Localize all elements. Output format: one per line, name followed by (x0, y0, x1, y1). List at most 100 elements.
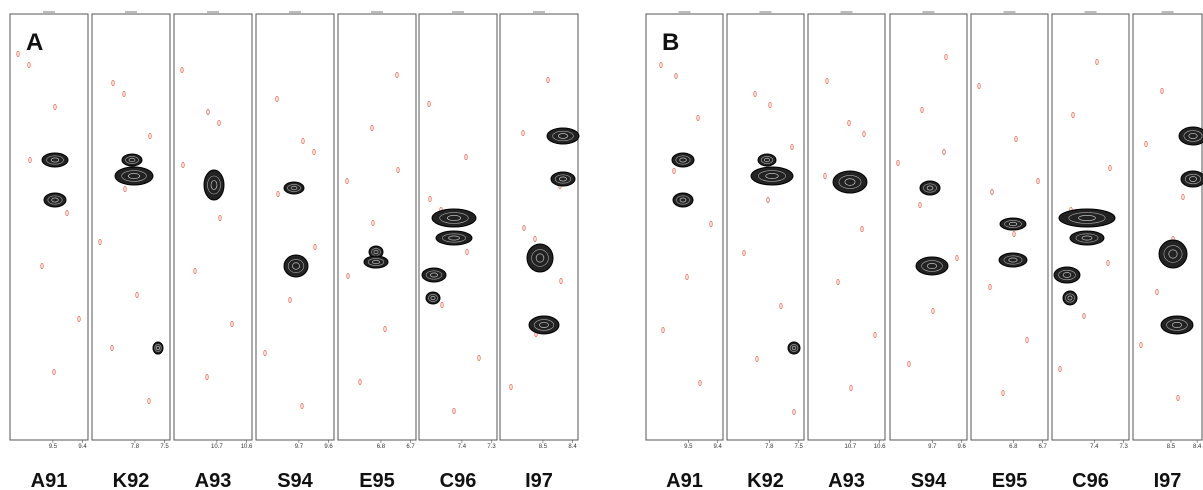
noise-dot (427, 101, 431, 107)
noise-dot (312, 149, 316, 155)
tick-label: 7.3 (1119, 444, 1128, 450)
peak (283, 181, 305, 195)
peak (757, 153, 777, 167)
peak-contour (1168, 249, 1178, 259)
peak-contour (926, 185, 934, 191)
noise-dot (1144, 141, 1148, 147)
tick-label: 7.5 (794, 444, 803, 450)
peak-contour (287, 184, 301, 192)
peak-contour (1081, 235, 1093, 241)
noise-dot (452, 408, 456, 414)
peak-contour (679, 157, 687, 163)
peak (425, 291, 441, 305)
noise-dot (65, 210, 69, 216)
peak (998, 252, 1028, 268)
noise-dot (559, 278, 563, 284)
noise-dot (465, 249, 469, 255)
peak-contour (430, 295, 436, 301)
peak (1178, 126, 1203, 146)
noise-dot (1082, 313, 1086, 319)
strip-frame (255, 13, 335, 441)
tick-label: 6.8 (377, 444, 386, 450)
noise-dot (1181, 194, 1185, 200)
tick-label: 6.8 (1009, 444, 1018, 450)
noise-dot (918, 202, 922, 208)
noise-dot (896, 160, 900, 166)
tick-label: 6.7 (406, 444, 415, 450)
peak (1158, 239, 1188, 269)
peak (528, 315, 560, 335)
tick-label: 9.6 (324, 444, 333, 450)
strip-label: C96 (1072, 470, 1109, 490)
noise-dot (181, 162, 185, 168)
noise-dot (685, 274, 689, 280)
noise-dot (792, 409, 796, 415)
peak-contour (531, 249, 549, 267)
tick-label: 10.7 (211, 444, 223, 450)
tick-label: 9.4 (78, 444, 87, 450)
tick-label: 7.8 (131, 444, 140, 450)
peak-contour (552, 130, 574, 142)
peak-contour (1163, 245, 1183, 263)
noise-dot (742, 250, 746, 256)
peak-contour (207, 175, 221, 195)
noise-dot (230, 321, 234, 327)
peak-contour (156, 345, 160, 351)
peak (832, 170, 868, 194)
noise-dot (990, 189, 994, 195)
peak-contour (1078, 215, 1096, 222)
noise-dot (110, 345, 114, 351)
tick-label: 7.8 (765, 444, 774, 450)
noise-dot (709, 221, 713, 227)
peak (431, 208, 477, 228)
noise-dot (862, 131, 866, 137)
peak-contour (926, 262, 938, 269)
noise-dot (779, 303, 783, 309)
peak-contour (1189, 176, 1197, 182)
peak-contour (921, 260, 943, 272)
peak-contour (428, 294, 438, 302)
peak (1053, 266, 1081, 284)
peak-contour (675, 155, 691, 165)
peak (1058, 208, 1116, 228)
noise-dot (1095, 59, 1099, 65)
peak-contour (47, 195, 63, 205)
noise-dot (546, 77, 550, 83)
tick-label: 8.4 (568, 444, 577, 450)
noise-dot (98, 239, 102, 245)
noise-dot (790, 144, 794, 150)
noise-dot (464, 154, 468, 160)
noise-dot (955, 255, 959, 261)
peak (43, 192, 67, 208)
tick-label: 8.4 (1193, 444, 1202, 450)
noise-dot (521, 130, 525, 136)
noise-dot (440, 302, 444, 308)
peak (999, 217, 1027, 231)
peak-contour (844, 178, 856, 186)
noise-dot (383, 326, 387, 332)
noise-dot (988, 284, 992, 290)
noise-dot (1001, 390, 1005, 396)
peak (671, 152, 695, 168)
peak-contour (367, 258, 385, 266)
noise-dot (40, 263, 44, 269)
tick-label: 7.3 (487, 444, 496, 450)
strip-label: K92 (113, 470, 150, 490)
peak-contour (676, 195, 690, 205)
noise-dot (313, 244, 317, 250)
peak-contour (121, 170, 147, 182)
peak-contour (760, 156, 774, 164)
peak-contour (441, 233, 466, 243)
peak (121, 153, 143, 167)
peak-contour (1075, 233, 1099, 243)
noise-dot (1012, 231, 1016, 237)
noise-dot (672, 168, 676, 174)
noise-dot (823, 173, 827, 179)
noise-dot (358, 379, 362, 385)
noise-dot (428, 196, 432, 202)
peak (363, 255, 389, 269)
noise-dot (193, 268, 197, 274)
noise-dot (1176, 395, 1180, 401)
peak (526, 243, 554, 273)
tick-label: 10.6 (241, 444, 253, 450)
